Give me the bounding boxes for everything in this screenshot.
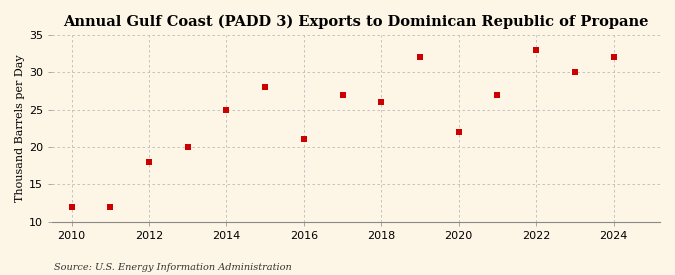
Point	[531, 48, 541, 52]
Point	[570, 70, 580, 74]
Point	[221, 107, 232, 112]
Point	[338, 92, 348, 97]
Point	[608, 55, 619, 59]
Point	[492, 92, 503, 97]
Point	[105, 205, 116, 209]
Y-axis label: Thousand Barrels per Day: Thousand Barrels per Day	[15, 54, 25, 202]
Point	[182, 145, 193, 149]
Point	[454, 130, 464, 134]
Point	[144, 160, 155, 164]
Text: Source: U.S. Energy Information Administration: Source: U.S. Energy Information Administ…	[54, 263, 292, 272]
Point	[376, 100, 387, 104]
Point	[298, 137, 309, 142]
Point	[260, 85, 271, 89]
Point	[66, 205, 77, 209]
Point	[414, 55, 425, 59]
Title: Annual Gulf Coast (PADD 3) Exports to Dominican Republic of Propane: Annual Gulf Coast (PADD 3) Exports to Do…	[63, 15, 649, 29]
